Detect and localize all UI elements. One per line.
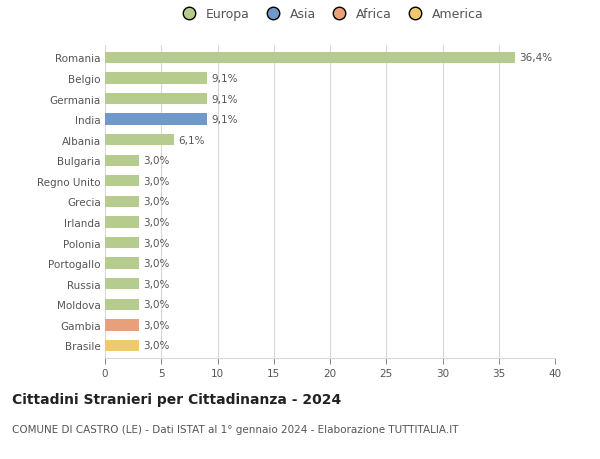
- Text: 3,0%: 3,0%: [143, 176, 170, 186]
- Text: 9,1%: 9,1%: [212, 94, 238, 104]
- Text: 6,1%: 6,1%: [178, 135, 205, 146]
- Text: COMUNE DI CASTRO (LE) - Dati ISTAT al 1° gennaio 2024 - Elaborazione TUTTITALIA.: COMUNE DI CASTRO (LE) - Dati ISTAT al 1°…: [12, 425, 458, 435]
- Text: 36,4%: 36,4%: [519, 53, 552, 63]
- Text: 3,0%: 3,0%: [143, 238, 170, 248]
- Bar: [105, 258, 139, 269]
- Bar: [105, 94, 208, 105]
- Bar: [105, 73, 208, 84]
- Bar: [105, 279, 139, 290]
- Text: 3,0%: 3,0%: [143, 258, 170, 269]
- Bar: [105, 155, 139, 167]
- Text: 9,1%: 9,1%: [212, 74, 238, 84]
- Bar: [105, 340, 139, 351]
- Bar: [105, 237, 139, 249]
- Bar: [105, 134, 173, 146]
- Text: 9,1%: 9,1%: [212, 115, 238, 125]
- Text: 3,0%: 3,0%: [143, 341, 170, 351]
- Text: 3,0%: 3,0%: [143, 320, 170, 330]
- Bar: [105, 299, 139, 310]
- Bar: [105, 196, 139, 207]
- Text: Cittadini Stranieri per Cittadinanza - 2024: Cittadini Stranieri per Cittadinanza - 2…: [12, 392, 341, 406]
- Text: 3,0%: 3,0%: [143, 279, 170, 289]
- Text: 3,0%: 3,0%: [143, 156, 170, 166]
- Text: 3,0%: 3,0%: [143, 197, 170, 207]
- Text: 3,0%: 3,0%: [143, 218, 170, 228]
- Bar: [105, 176, 139, 187]
- Text: 3,0%: 3,0%: [143, 300, 170, 310]
- Bar: [105, 114, 208, 125]
- Bar: [105, 217, 139, 228]
- Bar: [105, 319, 139, 331]
- Legend: Europa, Asia, Africa, America: Europa, Asia, Africa, America: [176, 8, 484, 22]
- Bar: [105, 53, 515, 64]
